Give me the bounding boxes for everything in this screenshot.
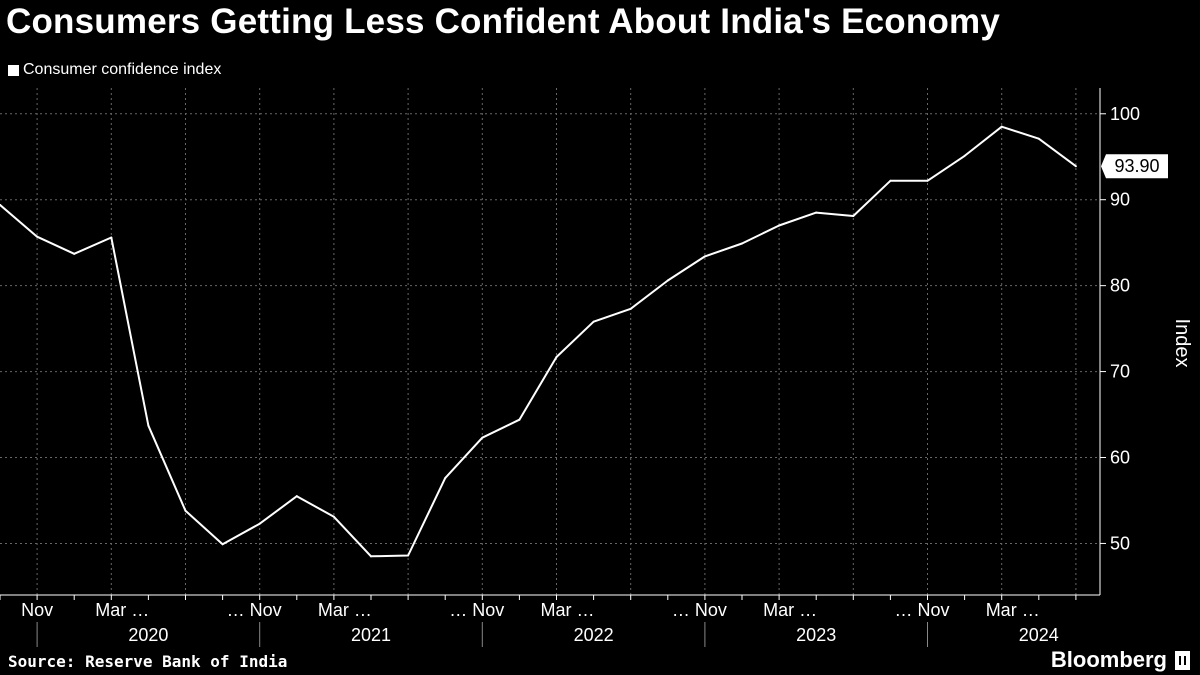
data-point: [184, 509, 187, 512]
y-tick-label: 80: [1110, 276, 1130, 296]
y-tick-label: 70: [1110, 362, 1130, 382]
data-point: [629, 307, 632, 310]
x-tick-label: … Nov: [227, 600, 282, 620]
bloomberg-terminal-icon: [1175, 650, 1190, 670]
series: 93.90: [0, 125, 1168, 558]
data-point: [592, 320, 595, 323]
data-point: [555, 355, 558, 358]
x-tick-label: Mar …: [318, 600, 372, 620]
brand-name: Bloomberg: [1050, 647, 1167, 672]
data-point: [221, 543, 224, 546]
data-point: [258, 522, 261, 525]
chart-title: Consumers Getting Less Confident About I…: [6, 2, 1001, 41]
data-point: [73, 252, 76, 255]
data-point: [778, 224, 781, 227]
x-tick-label: … Nov: [672, 600, 727, 620]
year-label: 2024: [1019, 625, 1059, 645]
data-point: [889, 179, 892, 182]
data-point: [0, 203, 1, 206]
legend-swatch: [8, 64, 19, 76]
bloomberg-logo: Bloomberg: [1051, 647, 1190, 673]
data-point: [147, 424, 150, 427]
year-label: 2023: [796, 625, 836, 645]
data-point: [703, 255, 706, 258]
x-tick-label: Mar …: [763, 600, 817, 620]
x-tick-label: … Nov: [449, 600, 504, 620]
x-axis: Nov Mar … … Nov Mar … … Nov Mar … … Nov Mar … … …: [0, 594, 1100, 647]
data-point: [518, 418, 521, 421]
source-note: Source: Reserve Bank of India: [8, 652, 288, 671]
x-tick-label: Nov: [21, 600, 53, 620]
data-point: [370, 555, 372, 558]
grid: [0, 88, 1100, 595]
x-tick-label: Mar …: [541, 600, 595, 620]
last-value-badge: [1101, 154, 1168, 179]
data-point: [815, 211, 818, 214]
last-value-label: 93.90: [1114, 156, 1159, 176]
data-point: [963, 154, 966, 157]
data-point: [36, 235, 39, 238]
y-axis: 50 60 70 80 90 100: [1099, 88, 1140, 595]
y-tick-label: 50: [1110, 533, 1130, 553]
y-axis-label: Index: [1171, 319, 1193, 368]
series-line-consumer-confidence: [0, 125, 1077, 558]
data-point: [666, 279, 669, 282]
data-point: [110, 236, 113, 239]
data-point: [444, 477, 447, 480]
x-tick-label: Mar …: [95, 600, 149, 620]
data-point: [332, 515, 335, 518]
year-label: 2020: [128, 625, 168, 645]
y-tick-label: 100: [1110, 104, 1140, 124]
data-point: [1037, 137, 1040, 140]
data-point: [926, 179, 929, 182]
year-label: 2021: [351, 625, 391, 645]
data-point: [741, 242, 743, 245]
data-point: [852, 215, 855, 218]
data-point: [1074, 165, 1077, 168]
y-tick-label: 60: [1110, 448, 1130, 468]
x-tick-label: … Nov: [894, 600, 949, 620]
legend: Consumer confidence index: [8, 61, 221, 79]
x-tick-label: Mar …: [986, 600, 1040, 620]
legend-label: Consumer confidence index: [23, 61, 222, 78]
data-point: [295, 495, 298, 498]
y-tick-label: 90: [1110, 190, 1130, 210]
data-point: [481, 436, 484, 439]
year-label: 2022: [574, 625, 614, 645]
data-point: [1000, 125, 1003, 128]
data-point: [407, 554, 410, 557]
